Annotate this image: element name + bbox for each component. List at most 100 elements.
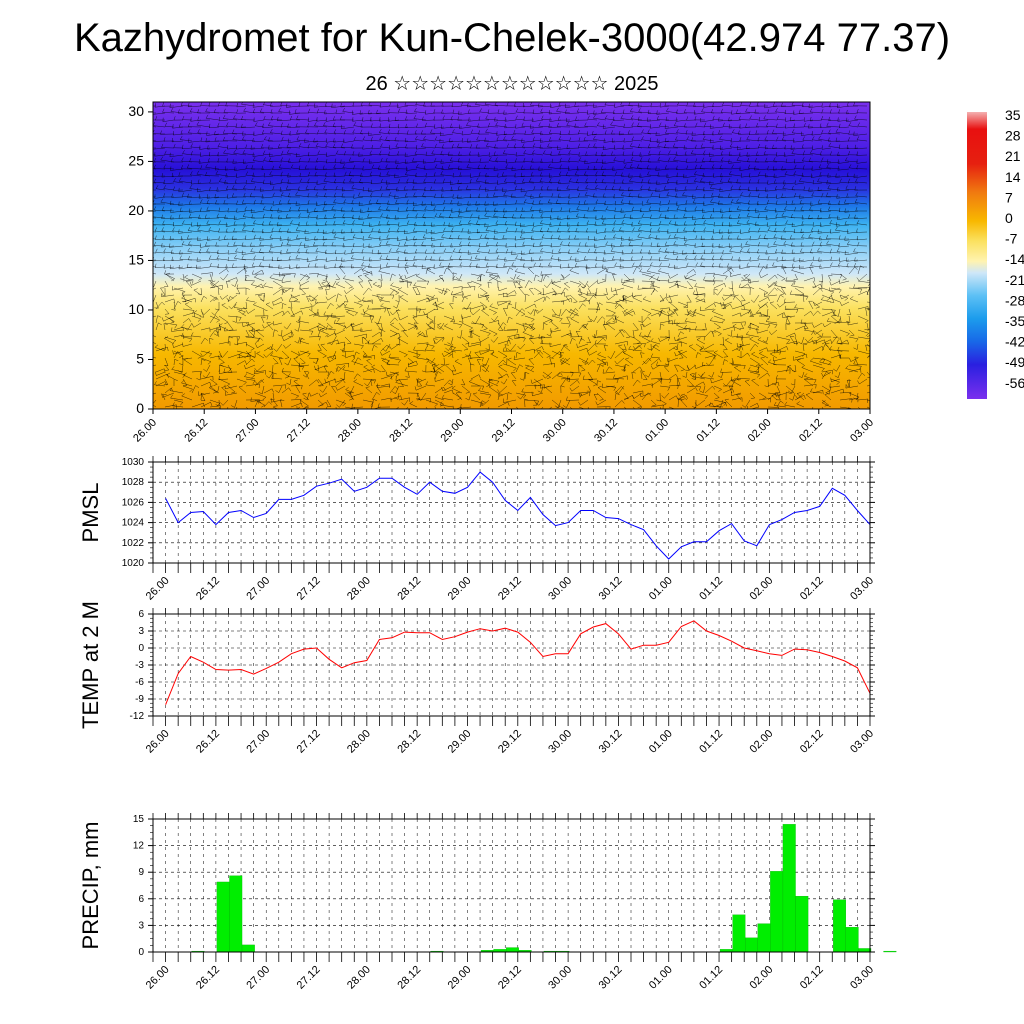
x-tick-label: 26.00 xyxy=(144,728,172,756)
cs-x-tick-label: 02.00 xyxy=(746,417,774,445)
colorbar-label: -14 xyxy=(1005,251,1024,267)
precip-bar xyxy=(745,937,758,953)
series-line xyxy=(165,471,871,560)
colorbar-label: -42 xyxy=(1005,334,1024,350)
cross-section-y-axis: 0 5 10 15 20 25 30 xyxy=(128,103,153,416)
precip-bar xyxy=(770,871,784,953)
x-tick-label: 02.12 xyxy=(798,728,826,756)
x-tick-label: 02.00 xyxy=(748,575,776,603)
x-tick-label: 30.00 xyxy=(546,964,574,992)
x-tick-label: 01.12 xyxy=(697,964,725,992)
panel-frame xyxy=(152,613,871,717)
colorbar-label: -35 xyxy=(1005,313,1024,329)
cs-y-tick-label: 15 xyxy=(128,251,144,267)
y-tick-label: 0 xyxy=(138,947,144,958)
x-tick-label: 01.00 xyxy=(647,964,675,992)
precip-bar xyxy=(216,881,230,953)
x-tick-label: 01.00 xyxy=(647,728,675,756)
x-tick-label: 26.00 xyxy=(144,964,172,992)
colorbar-labels: 35 28 21 14 7 0 -7 -14 -21 -28 -35 -42 -49 -56 xyxy=(1005,107,1024,391)
colorbar-label: 35 xyxy=(1005,107,1021,123)
y-axis-title: TEMP at 2 M xyxy=(78,601,103,729)
colorbar-label: 28 xyxy=(1005,128,1021,144)
x-tick-label: 02.12 xyxy=(798,575,826,603)
precip-bar xyxy=(845,927,859,953)
cs-x-tick-label: 30.00 xyxy=(541,417,569,445)
wind-barbs xyxy=(153,102,870,409)
y-tick-label: 12 xyxy=(133,841,145,852)
x-tick-label: 02.00 xyxy=(748,964,776,992)
x-tick-label: 26.12 xyxy=(194,728,222,756)
cross-section-field xyxy=(153,102,870,409)
x-tick-label: 27.00 xyxy=(244,575,272,603)
y-tick-label: -3 xyxy=(135,660,144,671)
cs-x-tick-label: 02.12 xyxy=(797,417,825,445)
colorbar-label: 7 xyxy=(1005,189,1013,205)
x-tick-label: 01.00 xyxy=(647,575,675,603)
y-tick-label: 1026 xyxy=(122,497,145,508)
x-tick-label: 28.12 xyxy=(395,728,423,756)
precip-bar xyxy=(506,947,519,953)
y-tick-label: 1020 xyxy=(122,558,145,569)
cs-y-tick-label: 20 xyxy=(128,202,144,218)
pmsl-panel: 1020 1022 1024 1026 1028 1030 26.00 26.12 27.00 2… xyxy=(78,456,876,603)
x-tick-label: 03.00 xyxy=(848,964,876,992)
x-tick-label: 27.00 xyxy=(244,964,272,992)
precip-bar xyxy=(757,923,771,953)
x-tick-label: 30.12 xyxy=(597,575,625,603)
x-tick-label: 27.12 xyxy=(295,964,323,992)
y-tick-label: 9 xyxy=(138,867,144,878)
x-tick-label: 29.12 xyxy=(496,964,524,992)
x-tick-label: 27.00 xyxy=(244,728,272,756)
colorbar-label: -28 xyxy=(1005,292,1024,308)
x-tick-label: 02.00 xyxy=(748,728,776,756)
y-tick-label: -6 xyxy=(135,677,144,688)
colorbar-label: -49 xyxy=(1005,354,1024,370)
x-tick-label: 02.12 xyxy=(798,964,826,992)
cs-x-tick-label: 29.12 xyxy=(490,417,518,445)
cross-section-x-axis: 26.00 26.12 27.00 27.12 28.00 28.12 29.00 29.12… xyxy=(131,409,876,445)
y-tick-label: 1028 xyxy=(122,477,145,488)
x-tick-label: 29.00 xyxy=(446,728,474,756)
precip-bar xyxy=(883,950,897,953)
y-tick-label: 1030 xyxy=(122,457,145,468)
cs-x-tick-label: 01.00 xyxy=(643,417,671,445)
precip-bar xyxy=(833,899,846,953)
precip-bar xyxy=(229,875,243,953)
y-tick-label: 3 xyxy=(138,920,144,931)
y-tick-label: -9 xyxy=(135,694,144,705)
precip-bar xyxy=(795,895,809,953)
cs-x-tick-label: 26.12 xyxy=(182,417,210,445)
series-line xyxy=(165,620,871,705)
x-tick-label: 30.12 xyxy=(597,728,625,756)
y-tick-label: 6 xyxy=(138,894,144,905)
y-tick-label: 1022 xyxy=(122,538,145,549)
y-tick-label: -12 xyxy=(130,711,145,722)
x-tick-label: 30.00 xyxy=(546,575,574,603)
x-tick-label: 01.12 xyxy=(697,728,725,756)
x-tick-label: 28.00 xyxy=(345,964,373,992)
cs-y-tick-label: 30 xyxy=(128,103,144,119)
cs-y-tick-label: 0 xyxy=(136,400,144,416)
x-tick-label: 29.00 xyxy=(446,964,474,992)
cs-y-tick-label: 25 xyxy=(128,152,144,168)
colorbar-label: 21 xyxy=(1005,148,1021,164)
y-tick-label: 6 xyxy=(138,609,144,620)
x-tick-label: 28.12 xyxy=(395,964,423,992)
y-axis-title: PRECIP, mm xyxy=(78,822,103,950)
x-tick-label: 26.00 xyxy=(144,575,172,603)
x-tick-label: 01.12 xyxy=(697,575,725,603)
precip-bar xyxy=(241,944,255,953)
x-tick-label: 30.12 xyxy=(597,964,625,992)
cs-x-tick-label: 01.12 xyxy=(695,417,723,445)
y-tick-label: 1024 xyxy=(122,518,145,529)
x-tick-label: 03.00 xyxy=(848,728,876,756)
chart-title: Kazhydromet for Kun-Chelek-3000(42.974 7… xyxy=(73,16,951,60)
x-tick-label: 27.12 xyxy=(295,575,323,603)
cross-section-panel: 0 5 10 15 20 25 30 26.00 26.12 27.00 27.12 28.00 28… xyxy=(128,101,876,445)
colorbar: 35 28 21 14 7 0 -7 -14 -21 -28 -35 -42 -49 -56 xyxy=(967,107,1024,399)
precip-bar xyxy=(782,824,796,953)
colorbar-strip xyxy=(967,112,987,399)
x-tick-label: 28.00 xyxy=(345,575,373,603)
